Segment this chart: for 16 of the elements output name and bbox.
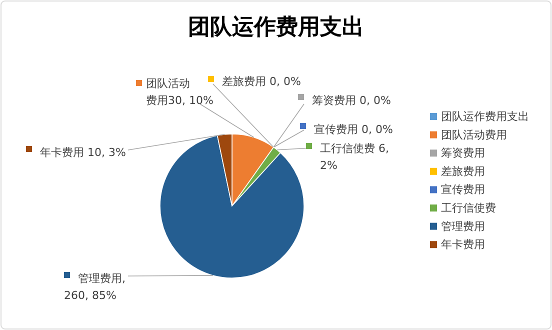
legend-label: 差旅费用 (441, 164, 485, 178)
legend-label: 团队运作费用支出 (441, 110, 529, 123)
text: 差旅费用 0, 0% (222, 75, 301, 88)
data-label: 工行信使费 6, 2% (320, 142, 389, 172)
chart-title: 团队运作费用支出 (188, 15, 364, 40)
text: 宣传费用 0, 0% (314, 123, 393, 136)
legend-label: 宣传费用 (441, 183, 485, 196)
legend-label: 管理费用 (441, 220, 485, 233)
data-label: 团队活动费用30, 10% (146, 77, 214, 107)
text: 筹资费用 0, 0% (312, 94, 391, 107)
data-label: 年卡费用 10, 3% (40, 146, 126, 159)
legend-label: 工行信使费 (441, 202, 496, 214)
data-label: 管理费用, 260, 85% (64, 272, 126, 302)
legend-label: 团队活动费用 (441, 128, 507, 142)
legend-label: 筹资费用 (441, 146, 485, 160)
legend-label: 年卡费用 (441, 238, 485, 252)
